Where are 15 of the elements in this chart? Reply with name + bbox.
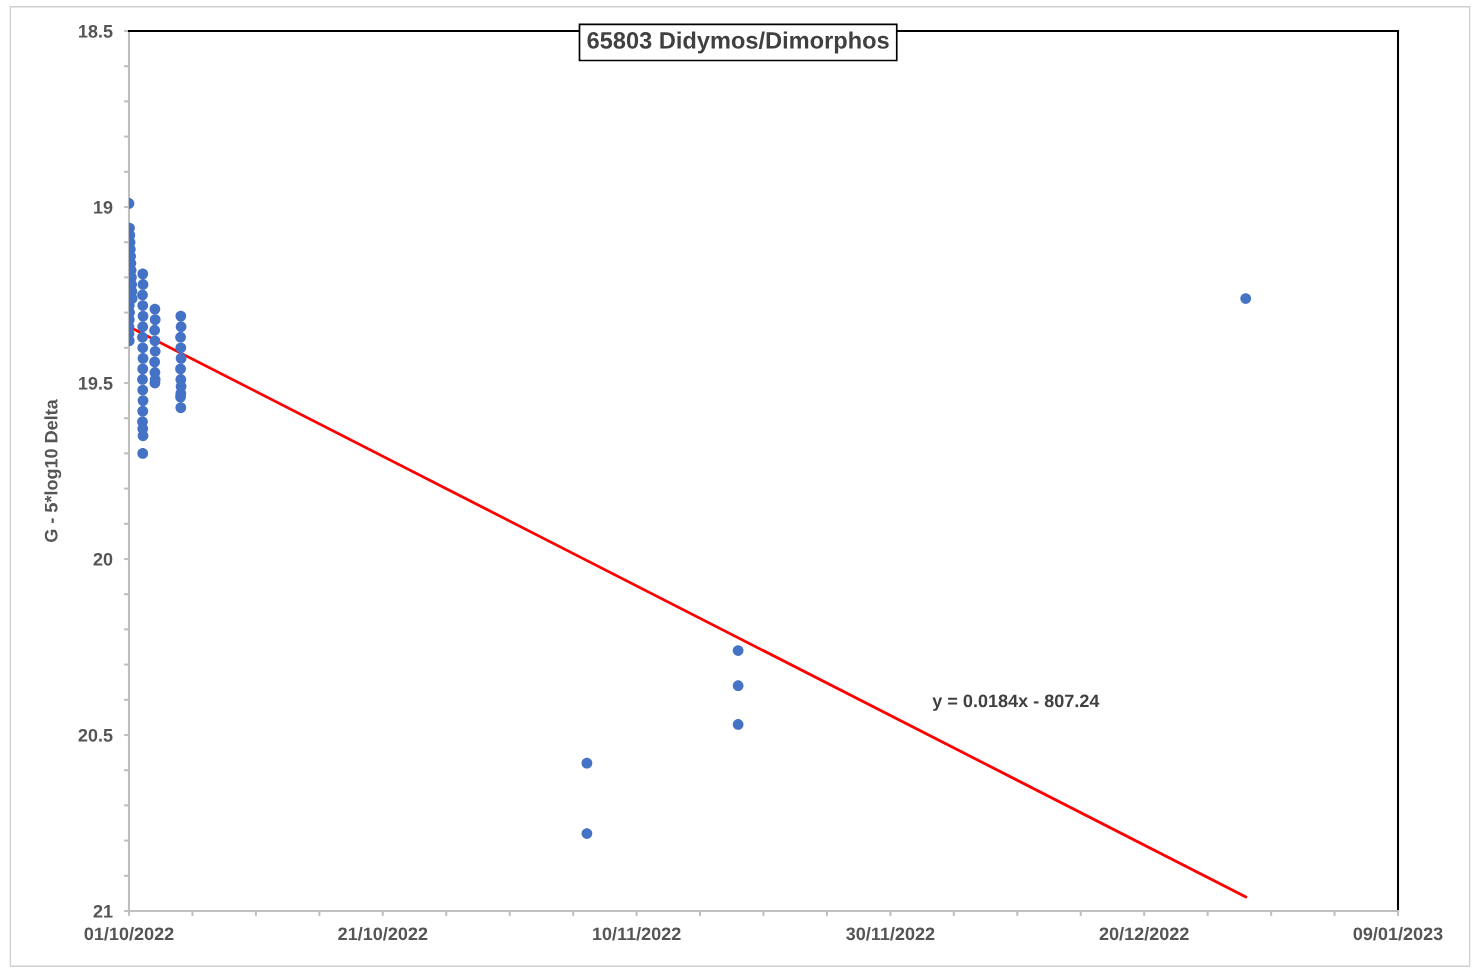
y-tick-label: 18.5 <box>79 24 113 38</box>
y-tick-label: 21 <box>93 904 113 918</box>
chart-title: 65803 Didymos/Dimorphos <box>587 31 889 54</box>
y-tick-label: 19 <box>94 200 113 214</box>
x-tick-label: 21/10/2022 <box>338 926 428 941</box>
annotation: y = 0.0184x - 807.24 <box>932 694 1100 711</box>
x-tick-label: 09/01/2023 <box>1353 926 1443 941</box>
y-tick-label: 20.5 <box>78 728 113 742</box>
x-tick-label: 30/11/2022 <box>846 926 935 941</box>
x-tick-label: 20/12/2022 <box>1099 926 1189 941</box>
y-tick-label: 20 <box>93 552 113 566</box>
y-axis-title: G - 5*log10 Delta <box>44 399 62 542</box>
y-tick-label: 19.5 <box>79 376 113 390</box>
x-tick-label: 01/10/2022 <box>84 926 174 941</box>
x-tick-label: 10/11/2022 <box>593 926 681 941</box>
